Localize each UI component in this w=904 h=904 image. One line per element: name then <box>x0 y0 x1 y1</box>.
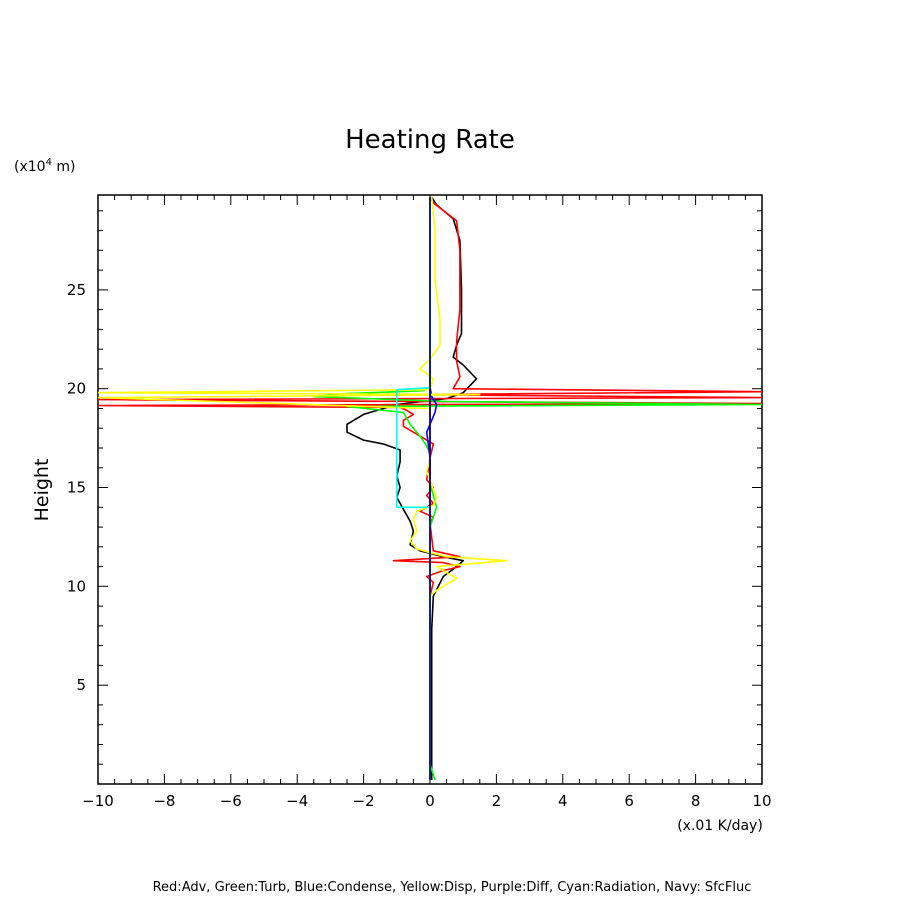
y-unit-exponent: 4 <box>46 157 52 168</box>
x-tick-label: 6 <box>624 792 634 810</box>
y-tick-label: 5 <box>76 676 86 694</box>
x-tick-label: −8 <box>153 792 175 810</box>
axis-ticks <box>97 195 763 784</box>
x-tick-label: 2 <box>492 792 502 810</box>
legend-text: Red:Adv, Green:Turb, Blue:Condense, Yell… <box>153 880 752 895</box>
chart-title: Heating Rate <box>345 125 515 155</box>
x-tick-label: −2 <box>353 792 375 810</box>
y-tick-label: 10 <box>67 577 86 595</box>
x-tick-label: 8 <box>691 792 701 810</box>
x-tick-label: −10 <box>82 792 114 810</box>
y-tick-labels: 5 10 15 20 25 <box>67 281 86 694</box>
y-tick-label: 20 <box>67 380 86 398</box>
y-tick-label: 15 <box>67 479 86 497</box>
series-line-disp <box>98 196 508 780</box>
series-line-turb <box>312 197 762 781</box>
x-unit-label: (x.01 K/day) <box>677 818 763 834</box>
series-line-adv <box>98 196 762 780</box>
x-tick-label: −6 <box>220 792 242 810</box>
x-tick-label: −4 <box>286 792 308 810</box>
y-tick-label: 25 <box>67 281 86 299</box>
series-lines <box>98 196 762 781</box>
series-line-condense <box>425 197 438 780</box>
series-line-total <box>346 196 478 780</box>
y-unit-label: (x104 m) <box>14 157 76 175</box>
x-tick-labels: −10 −8 −6 −4 −2 0 2 4 6 8 10 <box>82 792 771 810</box>
y-unit-prefix: (x10 <box>14 159 46 175</box>
y-axis-label: Height <box>31 459 53 522</box>
x-tick-label: 0 <box>425 792 435 810</box>
x-tick-label: 10 <box>752 792 771 810</box>
y-unit-suffix: m) <box>52 159 76 175</box>
series-line-radiation <box>395 197 431 780</box>
x-tick-label: 4 <box>558 792 568 810</box>
